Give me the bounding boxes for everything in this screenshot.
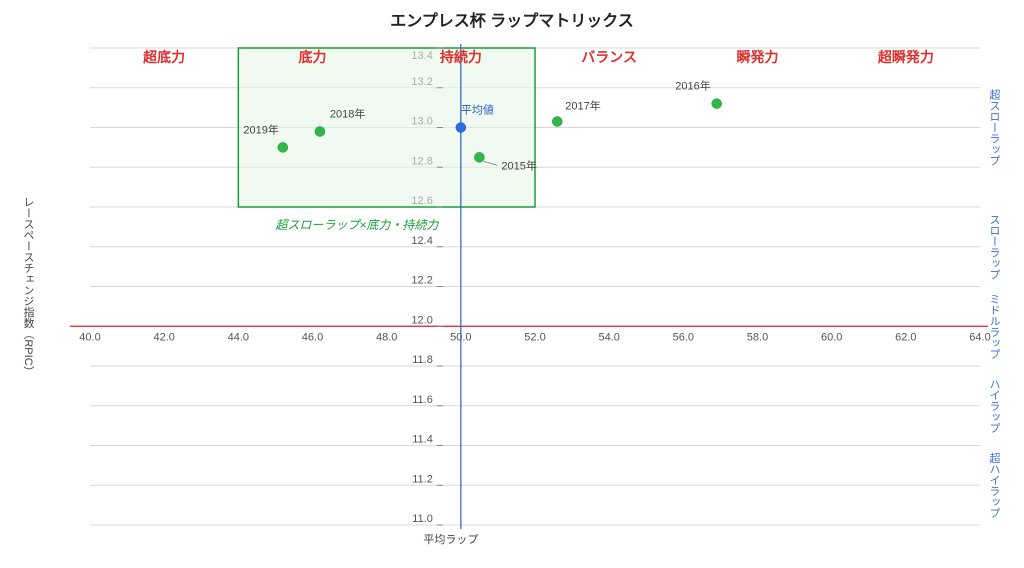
x-axis-label: 平均ラップ [423,533,478,546]
data-point-label: 2017年 [565,99,600,113]
x-tick-label: 42.0 [153,331,174,343]
x-tick-label: 48.0 [376,331,397,343]
y-tick-label: 11.2 [412,473,433,485]
x-tick-label: 40.0 [79,331,100,343]
y-tick-label: 12.0 [411,314,432,326]
data-point-label: 2018年 [330,106,365,120]
data-point [712,99,722,109]
category-top-label: 超底力 [142,49,185,65]
chart-container: エンプレス杯 ラップマトリックスレースペースチェンジ指数（RPIC） 11.0 11… [0,0,1024,568]
category-top-label: 瞬発力 [737,49,779,65]
category-top-label: バランス [581,49,637,65]
x-tick-label: 46.0 [302,331,323,343]
scatter-chart: エンプレス杯 ラップマトリックスレースペースチェンジ指数（RPIC） 11.0 11… [0,0,1024,568]
x-tick-label: 52.0 [524,331,545,343]
data-point [552,117,562,127]
y-tick-label: 12.4 [411,235,432,247]
y-tick-label: 11.6 [412,394,433,406]
category-right-label: スローラップ [988,214,1000,280]
category-right-label: ミドルラップ [988,293,1001,359]
category-right-label: 超ハイラップ [988,451,1001,518]
y-axis-label: レースペースチェンジ指数（RPIC） [22,196,35,376]
data-point [474,152,484,162]
y-tick-label: 11.8 [412,354,433,366]
x-tick-label: 60.0 [821,331,842,343]
category-top-label: 底力 [299,49,327,65]
category-right-label: ハイラップ [988,378,1001,433]
y-tick-label: 11.0 [412,513,433,525]
x-tick-label: 58.0 [747,331,768,343]
data-point-label: 2016年 [675,79,710,93]
avg-point [456,123,466,133]
highlight-box-label: 超スローラップ×底力・持続力 [275,218,439,232]
highlight-box [238,48,535,207]
avg-point-label: 平均値 [461,104,494,117]
category-top-label: 超瞬発力 [877,49,934,65]
x-tick-label: 62.0 [895,331,916,343]
x-tick-label: 54.0 [598,331,619,343]
y-tick-label: 12.2 [411,275,432,287]
data-point-label: 2019年 [243,122,278,136]
data-point-label: 2015年 [501,158,536,172]
data-point [315,126,325,136]
category-right-label: 超スローラップ [988,88,1001,166]
y-tick-label: 11.4 [412,434,433,446]
data-point [278,142,288,152]
category-top-label: 持続力 [440,49,482,65]
x-tick-label: 56.0 [673,331,694,343]
chart-title: エンプレス杯 ラップマトリックス [390,11,634,30]
x-tick-label: 44.0 [228,331,249,343]
